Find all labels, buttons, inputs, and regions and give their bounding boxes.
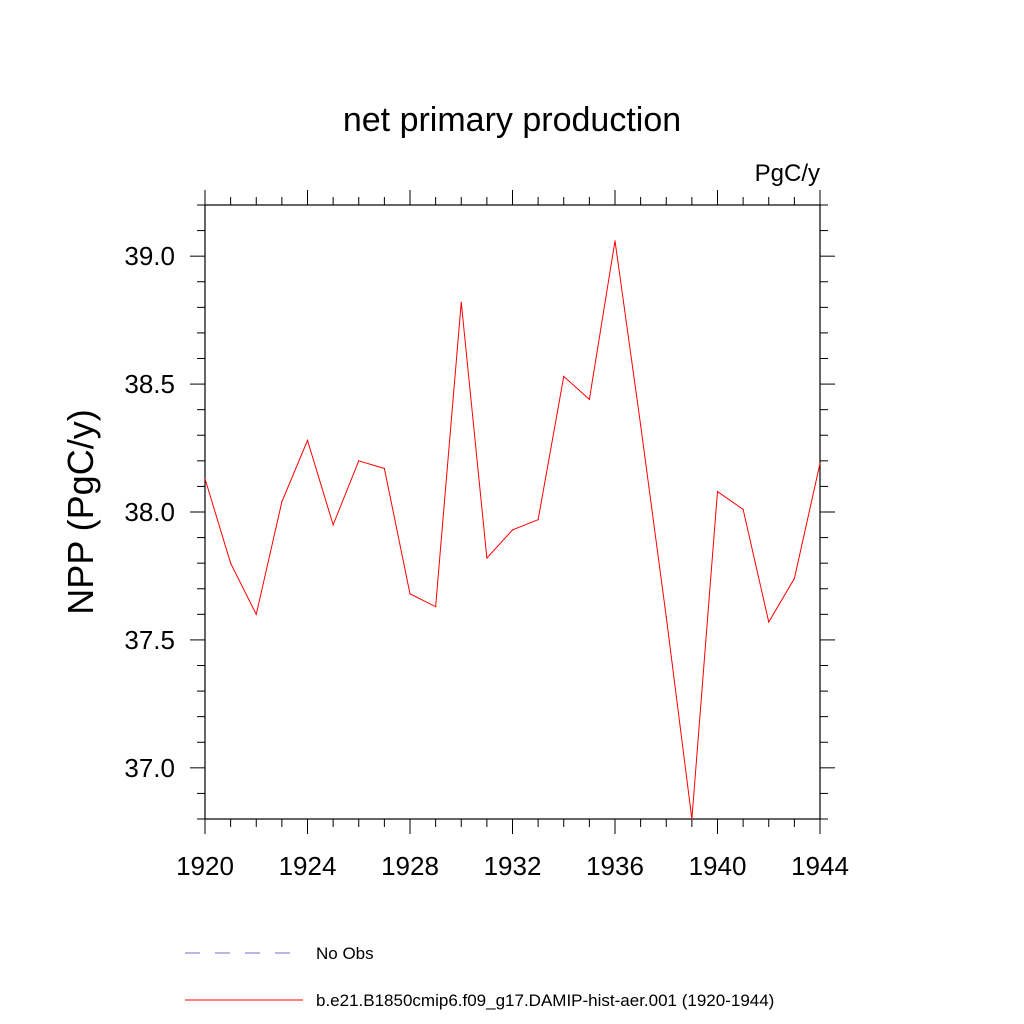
legend: No Obs b.e21.B1850cmip6.f09_g17.DAMIP-hi… [185, 944, 774, 1010]
data-point-1934 [563, 375, 565, 378]
data-point-1941 [742, 508, 744, 511]
data-points [204, 240, 821, 820]
x-tick-labels: 1920 1924 1928 1932 1936 1940 1944 [176, 851, 849, 881]
data-point-1937 [640, 424, 642, 426]
data-point-1939 [691, 818, 693, 820]
data-point-1927 [383, 467, 385, 470]
legend-label-model: b.e21.B1850cmip6.f09_g17.DAMIP-hist-aer.… [316, 991, 774, 1010]
y-tick-label: 38.0 [124, 497, 175, 527]
data-point-1925 [332, 524, 334, 526]
data-point-1936 [614, 240, 616, 242]
data-point-1943 [793, 577, 795, 580]
legend-label-no-obs: No Obs [316, 944, 374, 963]
data-point-1933 [537, 519, 539, 521]
x-tick-label: 1932 [484, 851, 542, 881]
data-point-1930 [460, 301, 462, 303]
data-point-1931 [486, 557, 488, 559]
data-point-1929 [435, 606, 437, 608]
data-point-1922 [255, 613, 257, 615]
data-point-1928 [409, 593, 411, 595]
data-point-1944 [819, 462, 821, 464]
y-tick-label: 37.5 [124, 625, 175, 655]
y-tick-label: 37.0 [124, 753, 175, 783]
x-tick-label: 1928 [381, 851, 439, 881]
y-tick-labels: 37.0 37.5 38.0 38.5 39.0 [124, 241, 175, 783]
x-tick-label: 1944 [791, 851, 849, 881]
data-point-1920 [204, 478, 206, 480]
x-tick-label: 1936 [586, 851, 644, 881]
data-point-1940 [716, 490, 719, 493]
y-axis-label: NPP (PgC/y) [60, 409, 101, 614]
axis-ticks [190, 190, 835, 834]
x-tick-label: 1940 [689, 851, 747, 881]
data-point-1938 [665, 616, 667, 618]
unit-label: PgC/y [755, 160, 820, 187]
y-tick-label: 38.5 [124, 369, 175, 399]
chart-title: net primary production [343, 101, 681, 139]
x-tick-label: 1920 [176, 851, 234, 881]
data-point-1935 [588, 398, 590, 401]
data-point-1932 [511, 529, 514, 531]
data-point-1923 [281, 501, 283, 503]
plot-frame [204, 204, 821, 820]
x-tick-label: 1924 [279, 851, 337, 881]
data-point-1924 [306, 439, 309, 441]
data-point-1942 [768, 621, 770, 623]
data-point-1926 [358, 460, 360, 462]
data-point-1921 [230, 562, 232, 564]
y-tick-label: 39.0 [124, 241, 175, 271]
